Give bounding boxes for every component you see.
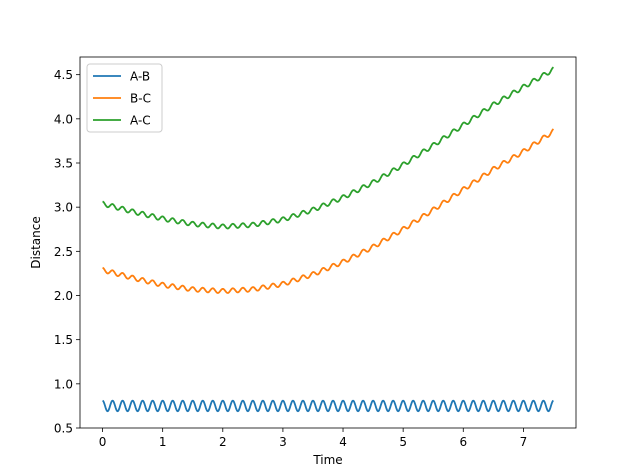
y-tick-label: 1.5 [54,333,73,347]
x-tick-label: 4 [339,435,347,449]
plot-frame [79,56,577,429]
plot-area [80,57,576,428]
x-tick-label: 7 [520,435,528,449]
x-tick-label: 3 [279,435,287,449]
series-line-a-c [102,66,555,230]
x-axis-label: Time [312,453,342,467]
y-tick-label: 0.5 [54,422,73,436]
legend-label-a-c: A-C [130,114,151,128]
legend-label-b-c: B-C [130,92,151,106]
y-tick-label: 3.0 [54,201,73,215]
y-tick-label: 2.5 [54,245,73,259]
legend-label-a-b: A-B [130,70,150,84]
y-tick-label: 4.5 [54,68,73,82]
y-axis-ticks: 0.5 1.0 1.5 2.0 2.5 3.0 3.5 4.0 4.5 [54,68,80,436]
y-tick-label: 4.0 [54,112,73,126]
legend-box [86,63,163,133]
y-tick-label: 1.0 [54,377,73,391]
y-tick-label: 2.0 [54,289,73,303]
series-line-a-b [102,399,554,413]
series-line-b-c [102,128,555,294]
series-layer [102,66,555,413]
x-axis-ticks: 0 1 2 3 4 5 6 7 [99,428,527,449]
x-tick-label: 5 [399,435,407,449]
legend: A-B B-C A-C [86,63,163,133]
x-tick-label: 1 [159,435,167,449]
y-tick-label: 3.5 [54,157,73,171]
x-tick-label: 2 [219,435,227,449]
x-tick-label: 6 [459,435,467,449]
x-tick-label: 0 [99,435,107,449]
y-axis-label: Distance [29,216,43,268]
